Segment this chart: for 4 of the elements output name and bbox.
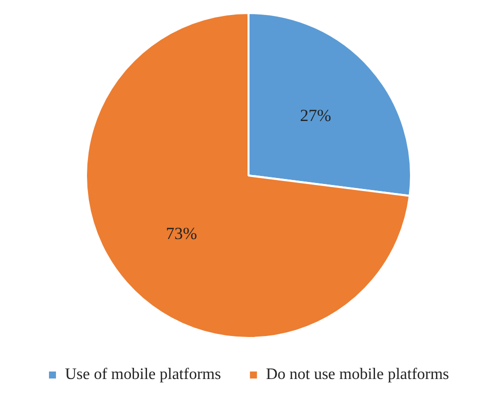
data-label: 27% — [300, 106, 332, 125]
legend-label: Use of mobile platforms — [64, 366, 221, 384]
data-label: 73% — [166, 224, 198, 244]
legend-label: Do not use mobile platforms — [266, 366, 450, 384]
